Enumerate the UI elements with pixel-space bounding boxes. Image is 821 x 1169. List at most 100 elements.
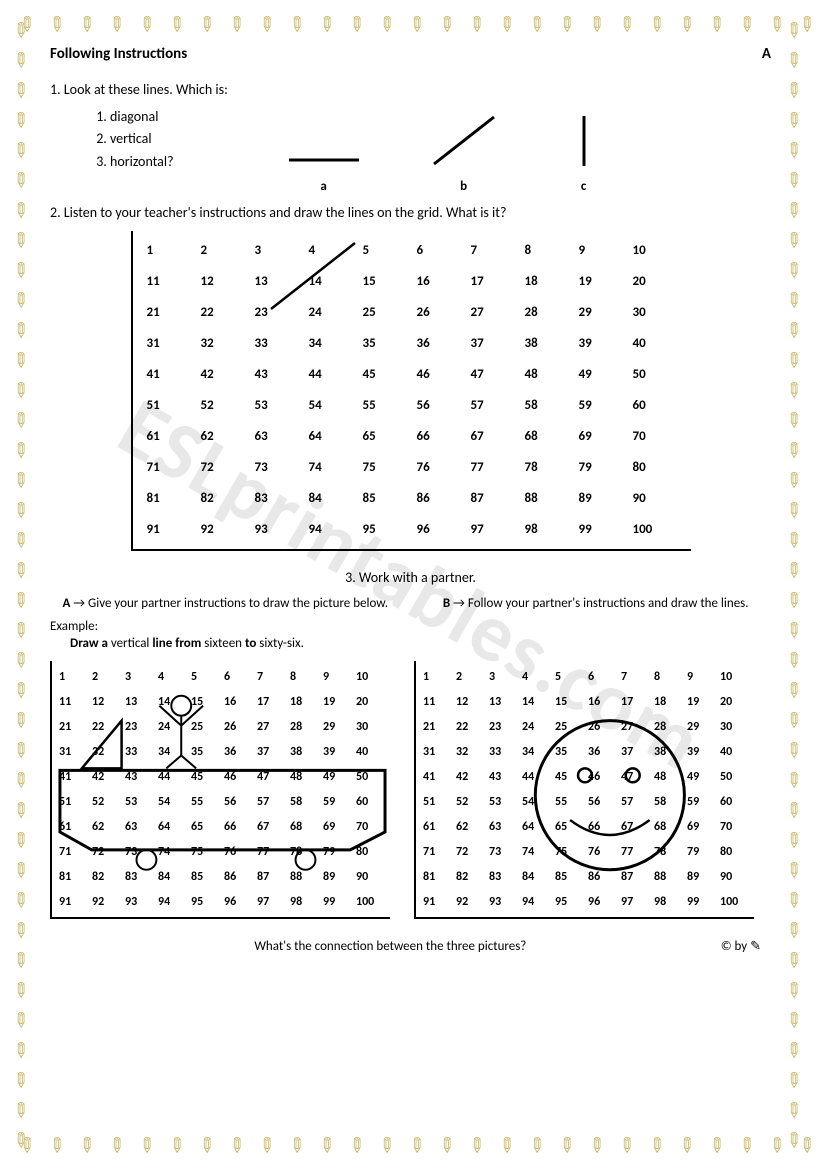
grid-cell: 63	[249, 421, 303, 452]
grid-cell: 70	[718, 814, 751, 839]
grid-cell: 16	[411, 266, 465, 297]
grid-cell: 44	[520, 764, 553, 789]
grid-cell: 13	[123, 689, 156, 714]
grid-cell: 55	[357, 390, 411, 421]
grid-cell: 34	[303, 328, 357, 359]
grid-cell: 59	[685, 789, 718, 814]
grid-cell: 25	[357, 297, 411, 328]
grid-cell: 25	[189, 714, 222, 739]
grid-cell: 97	[255, 889, 288, 914]
q1-item: diagonal	[110, 106, 174, 128]
figure-label: b	[424, 179, 504, 194]
grid-cell: 46	[222, 764, 255, 789]
grid-cell: 33	[249, 328, 303, 359]
grid-cell: 22	[454, 714, 487, 739]
grid-cell: 92	[195, 514, 249, 545]
grid-cell: 3	[123, 664, 156, 689]
grid-cell: 9	[321, 664, 354, 689]
grid-cell: 15	[189, 689, 222, 714]
grid-cell: 26	[411, 297, 465, 328]
figure-b: b	[424, 112, 504, 194]
grid-cell: 63	[123, 814, 156, 839]
grid-cell: 72	[454, 839, 487, 864]
col-b: B → Follow your partner's instructions a…	[421, 596, 772, 611]
ex-t: sixty-six.	[259, 636, 304, 651]
grid-cell: 99	[321, 889, 354, 914]
horizontal-line-icon	[284, 112, 364, 170]
grid-cell: 56	[586, 789, 619, 814]
grid-cell: 87	[465, 483, 519, 514]
q1-figures: a b c	[284, 112, 604, 194]
grid-cell: 47	[255, 764, 288, 789]
grid-cell: 32	[454, 739, 487, 764]
grid-cell: 77	[465, 452, 519, 483]
grid-cell: 92	[90, 889, 123, 914]
main-grid: 1234567891011121314151617181920212223242…	[131, 231, 691, 551]
grid-cell: 38	[519, 328, 573, 359]
q1-prompt: 1. Look at these lines. Which is:	[50, 81, 771, 98]
small-grid-b: 1234567891011121314151617181920212223242…	[414, 661, 754, 919]
grid-cell: 1	[141, 235, 195, 266]
grid-cell: 55	[553, 789, 586, 814]
grid-cell: 74	[156, 839, 189, 864]
grid-cell: 49	[573, 359, 627, 390]
grid-cell: 44	[156, 764, 189, 789]
grid-cell: 74	[303, 452, 357, 483]
grid-cell: 53	[249, 390, 303, 421]
grid-cell: 96	[222, 889, 255, 914]
label-b: B	[443, 596, 450, 611]
figure-a: a	[284, 112, 364, 194]
grid-cell: 5	[553, 664, 586, 689]
grid-cell: 16	[586, 689, 619, 714]
grid-cell: 32	[90, 739, 123, 764]
page-title: Following Instructions	[50, 45, 187, 63]
grid-cell: 42	[454, 764, 487, 789]
grid-cell: 29	[573, 297, 627, 328]
grid-cell: 48	[652, 764, 685, 789]
grid-cell: 62	[454, 814, 487, 839]
grid-cell: 96	[586, 889, 619, 914]
grid-cell: 58	[519, 390, 573, 421]
grid-cell: 6	[586, 664, 619, 689]
grid-cell: 42	[90, 764, 123, 789]
grid-cell: 59	[321, 789, 354, 814]
grid-cell: 73	[487, 839, 520, 864]
grid-cell: 68	[519, 421, 573, 452]
q1-list: diagonal vertical horizontal?	[110, 106, 174, 194]
grid-cell: 90	[718, 864, 751, 889]
grid-cell: 31	[141, 328, 195, 359]
grid-cell: 14	[520, 689, 553, 714]
grid-cell: 98	[652, 889, 685, 914]
q1-item: horizontal?	[110, 151, 174, 173]
ex-t: vertical	[111, 636, 153, 651]
grid-cell: 26	[222, 714, 255, 739]
grid-cell: 91	[421, 889, 454, 914]
grid-cell: 90	[627, 483, 681, 514]
grid-cell: 79	[685, 839, 718, 864]
ex-t: sixteen	[204, 636, 245, 651]
grid-cell: 43	[487, 764, 520, 789]
grid-cell: 54	[303, 390, 357, 421]
grid-cell: 30	[627, 297, 681, 328]
grid-cell: 62	[195, 421, 249, 452]
grid-cell: 12	[454, 689, 487, 714]
grid-cell: 23	[487, 714, 520, 739]
arrow-icon: →	[73, 596, 85, 611]
grid-cell: 49	[321, 764, 354, 789]
grid-cell: 67	[255, 814, 288, 839]
grid-cell: 46	[586, 764, 619, 789]
grid-cell: 71	[57, 839, 90, 864]
grid-cell: 75	[189, 839, 222, 864]
grid-cell: 31	[57, 739, 90, 764]
grid-cell: 82	[454, 864, 487, 889]
grid-cell: 27	[619, 714, 652, 739]
grid-cell: 100	[627, 514, 681, 545]
grid-cell: 98	[519, 514, 573, 545]
grid-cell: 10	[627, 235, 681, 266]
grid-cell: 4	[520, 664, 553, 689]
grid-cell: 37	[619, 739, 652, 764]
grid-cell: 57	[255, 789, 288, 814]
figure-label: a	[284, 179, 364, 194]
grid-cell: 62	[90, 814, 123, 839]
grid-cell: 11	[141, 266, 195, 297]
